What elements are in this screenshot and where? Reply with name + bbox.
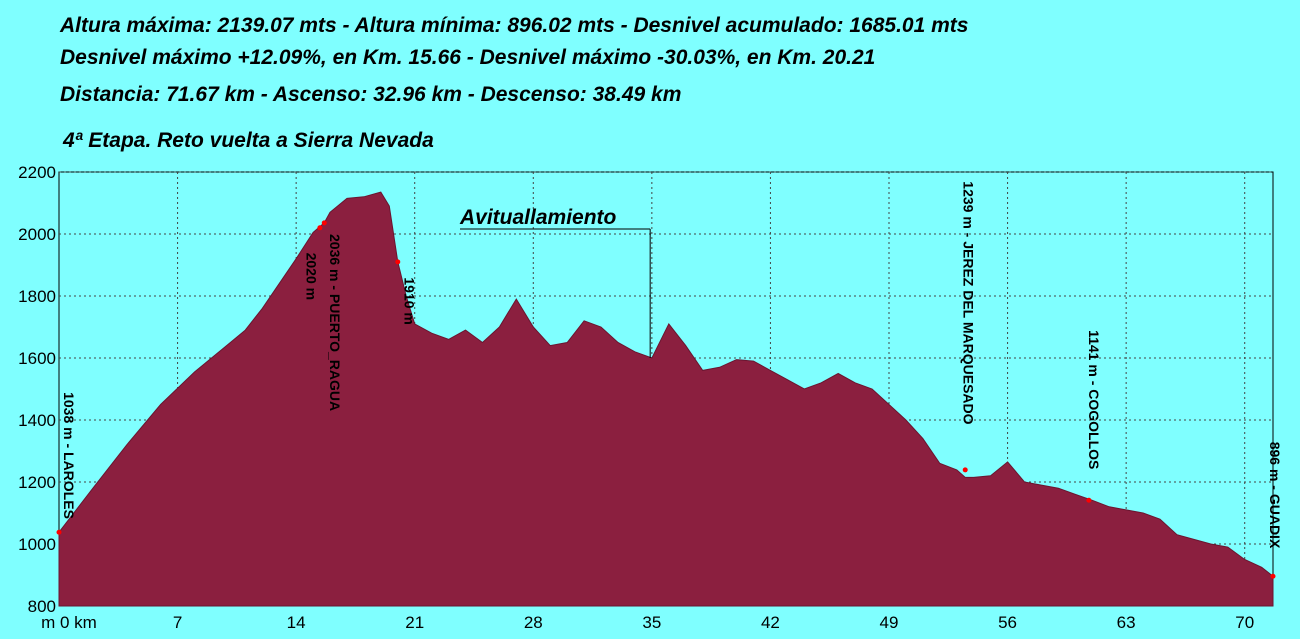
x-tick-label: 70 [1235,613,1254,632]
x-tick-label: 42 [761,613,780,632]
waypoint-marker [1270,573,1276,579]
waypoint-marker [321,220,327,226]
waypoint-label: 1910 m [402,277,418,324]
y-tick-label: 2000 [18,225,56,244]
y-tick-label: 1800 [18,287,56,306]
y-tick-label: 1400 [18,411,56,430]
y-tick-label: 1600 [18,349,56,368]
waypoint-label: 1141 m - COGOLLOS [1086,330,1102,469]
waypoint-marker [962,467,968,473]
stat-line-distances: Distancia: 71.67 km - Ascenso: 32.96 km … [60,83,682,106]
x-tick-label: m 0 km [41,613,97,632]
waypoint-label: 1239 m - JEREZ DEL MARQUESADO [961,181,977,424]
y-tick-label: 1200 [18,473,56,492]
stat-line-heights: Altura máxima: 2139.07 mts - Altura míni… [60,14,969,37]
y-tick-label: 1000 [18,535,56,554]
x-tick-label: 35 [642,613,661,632]
waypoint-label: 2020 m [303,253,319,300]
elevation-area [58,191,1274,607]
y-tick-label: 800 [28,597,56,616]
waypoint-label: 1038 m - LAROLES [61,392,77,519]
x-tick-label: 28 [524,613,543,632]
x-tick-label: 63 [1117,613,1136,632]
x-tick-label: 56 [998,613,1017,632]
chart-title: 4ª Etapa. Reto vuelta a Sierra Nevada [63,129,434,152]
x-tick-label: 49 [880,613,899,632]
x-tick-label: 7 [173,613,182,632]
stat-line-gradients: Desnivel máximo +12.09%, en Km. 15.66 - … [60,46,876,69]
y-tick-label: 2200 [18,163,56,182]
waypoint-label: 2036 m - PUERTO_RAGUA [327,234,343,411]
x-tick-label: 14 [287,613,306,632]
waypoint-marker [395,259,401,265]
waypoint-marker [56,529,62,535]
avituallamiento-label: Avituallamiento [459,206,617,229]
waypoint-label: 896 m - GUADIX [1267,442,1283,549]
x-tick-label: 21 [405,613,424,632]
waypoint-marker [1086,497,1092,503]
waypoint-marker [317,225,323,231]
